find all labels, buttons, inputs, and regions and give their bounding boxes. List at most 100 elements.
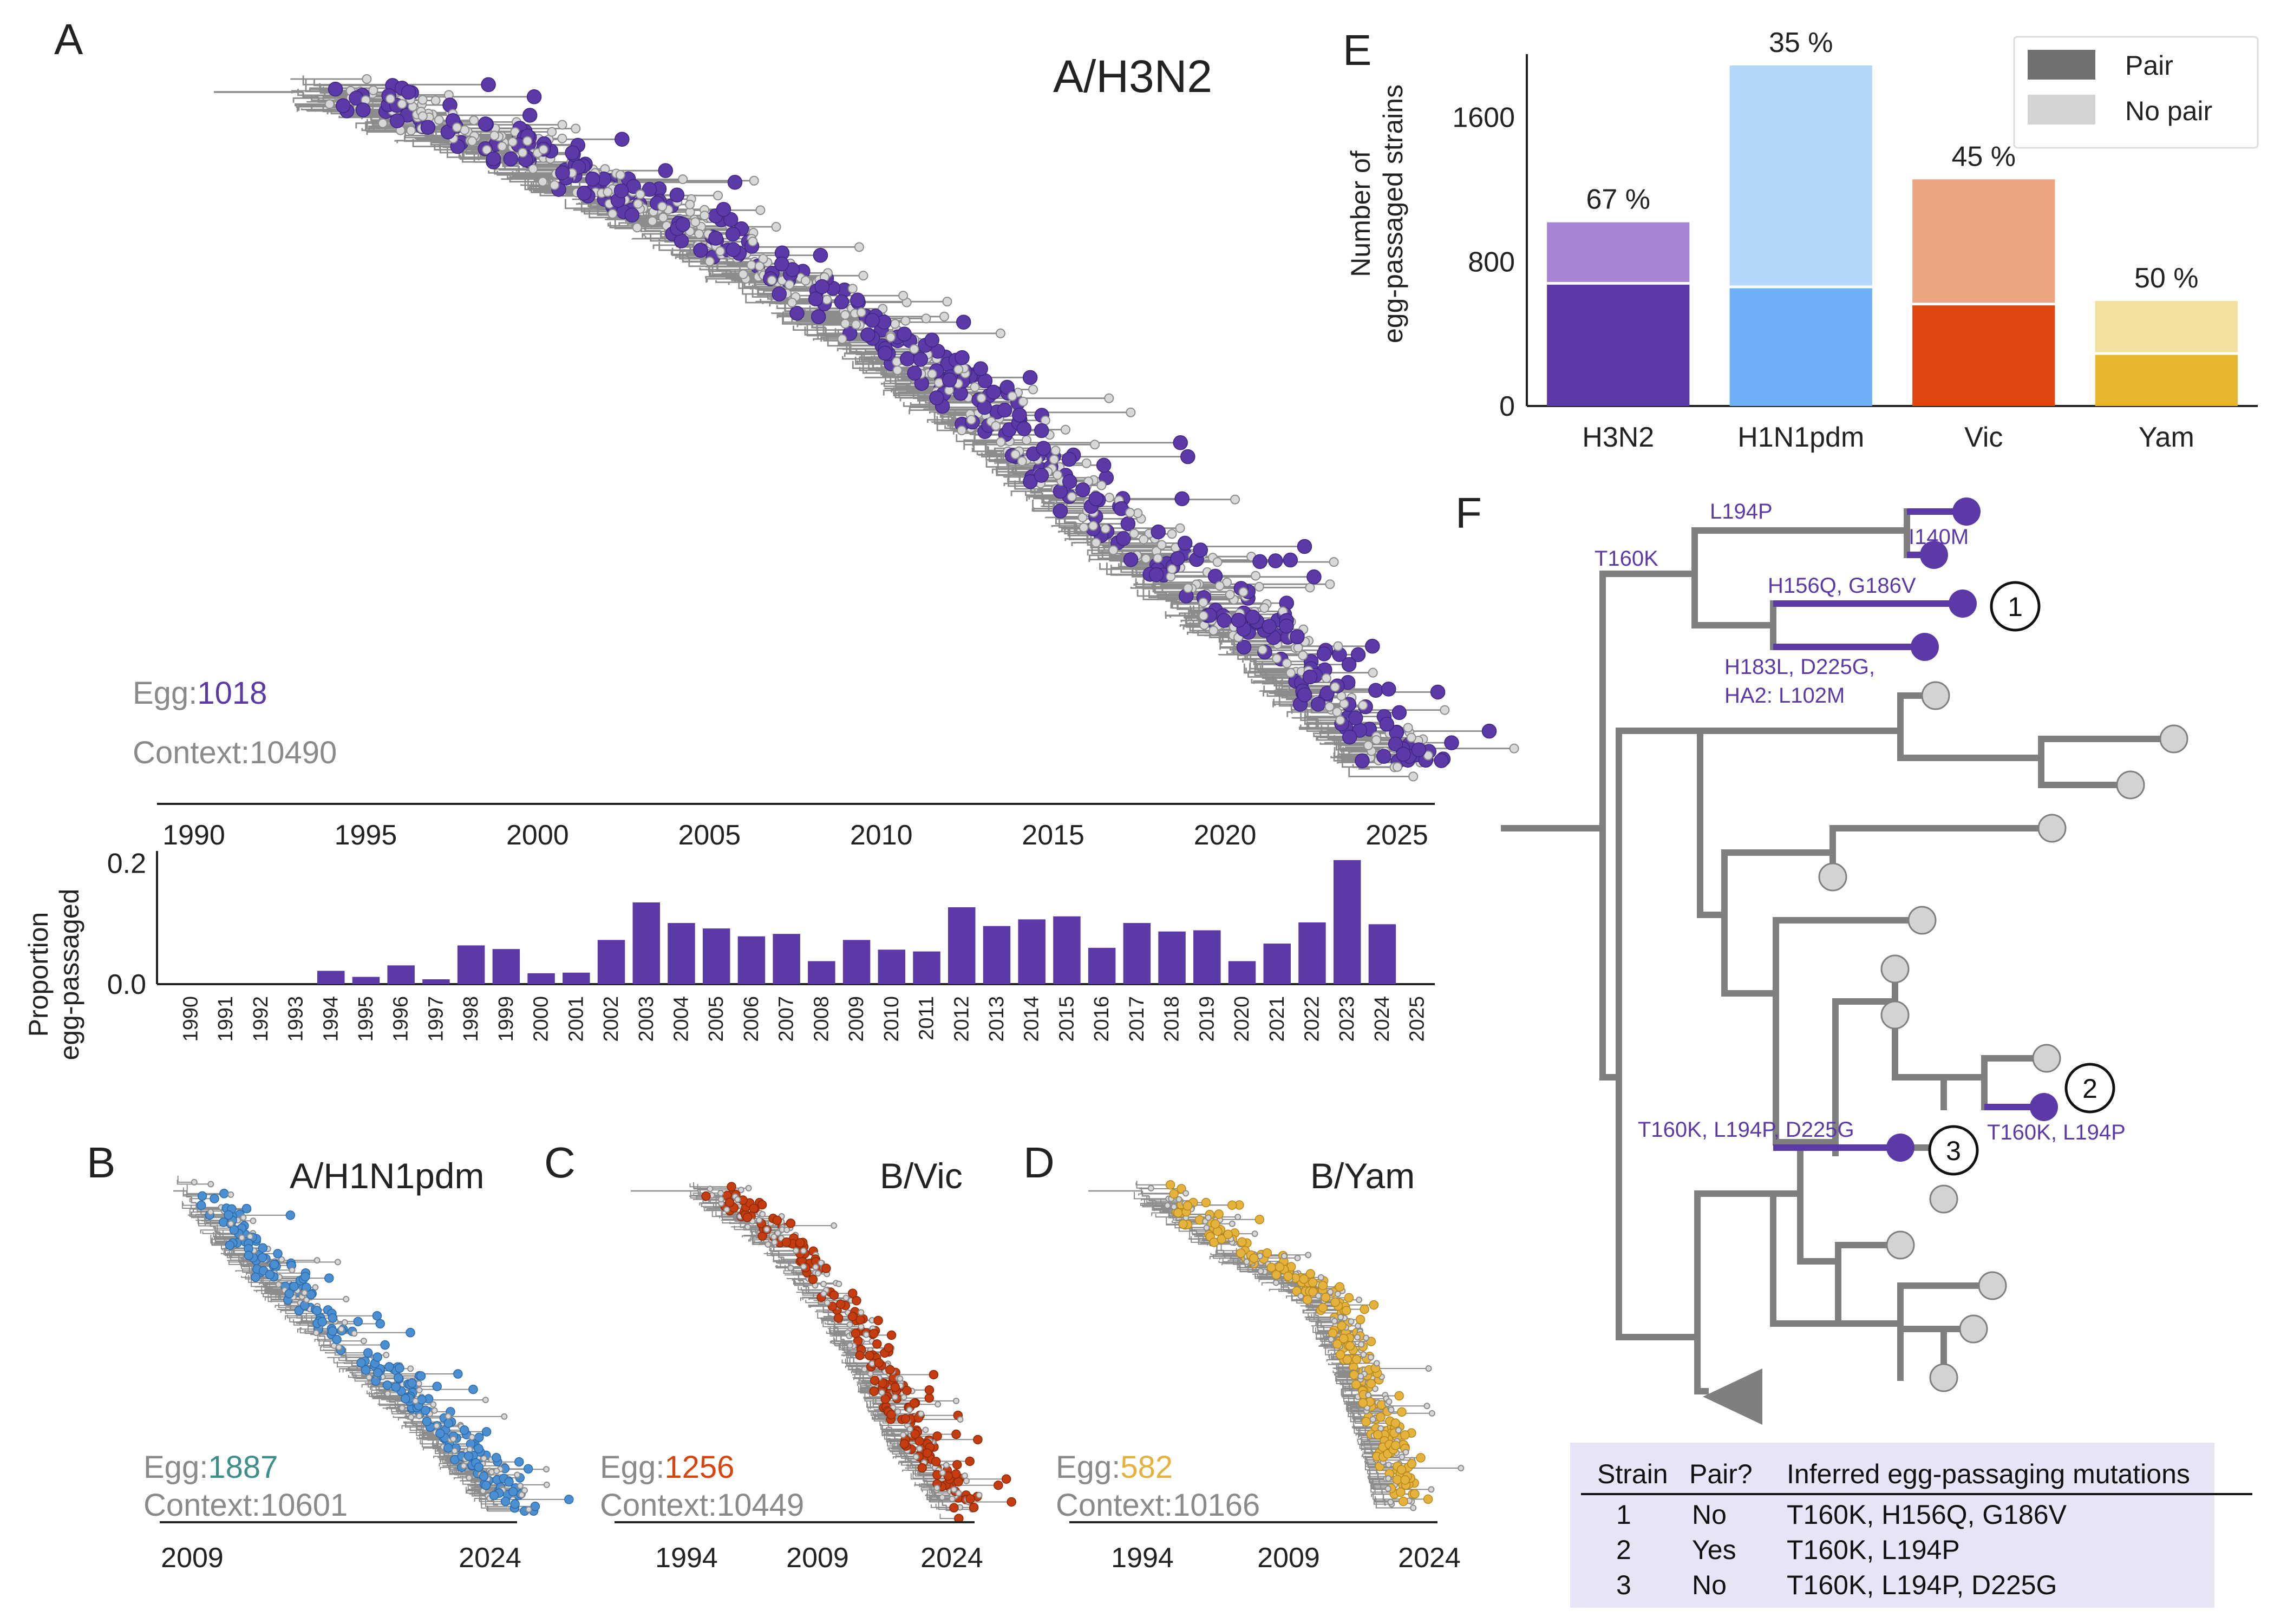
context-tip (943, 1462, 950, 1469)
mutation-label: L194P (1710, 500, 1773, 523)
egg-tip (432, 1381, 442, 1391)
context-tip (707, 1186, 714, 1193)
egg-tip (265, 1269, 275, 1280)
x-tick-label: 2000 (530, 996, 553, 1042)
x-tick-label: 2022 (1301, 996, 1323, 1042)
context-tip (961, 1472, 968, 1479)
context-tip (746, 260, 756, 270)
context-tip (1357, 1373, 1364, 1380)
tip-node (2032, 1044, 2061, 1073)
bar (913, 951, 940, 984)
egg-tip (500, 1496, 511, 1507)
panel-f: F (1455, 489, 2252, 1608)
egg-tip (1350, 647, 1366, 663)
context-tip (1090, 440, 1100, 450)
egg-tip (328, 1313, 338, 1323)
egg-tip (1390, 1418, 1401, 1428)
context-tip (1294, 1254, 1301, 1261)
context-tip (991, 421, 1001, 431)
x-tick-label: 2001 (565, 996, 587, 1042)
egg-tip (973, 1435, 983, 1445)
context-tip (466, 1446, 473, 1453)
table-header-pair: Pair? (1689, 1459, 1753, 1489)
context-tip (1272, 653, 1282, 664)
egg-tip (1308, 1287, 1318, 1297)
egg-tip (407, 1378, 417, 1388)
egg-tip (1214, 1209, 1224, 1219)
context-tip (1297, 1293, 1304, 1300)
egg-tip (273, 1249, 283, 1259)
egg-tip (401, 84, 416, 100)
context-tip (704, 256, 715, 266)
year-label-2024-b: 2024 (459, 1542, 521, 1574)
egg-tip (1381, 682, 1396, 697)
egg-tip (289, 1281, 299, 1292)
context-tip (1360, 1351, 1367, 1358)
egg-tip (997, 402, 1012, 418)
context-tip (1081, 458, 1092, 468)
egg-tip (1400, 1475, 1410, 1485)
x-tick-label: 2012 (950, 996, 973, 1042)
x-tick-label: 2006 (740, 996, 763, 1042)
x-tick-label: 1995 (355, 996, 377, 1042)
egg-count-value: 1018 (197, 676, 267, 711)
context-tip (861, 1366, 868, 1373)
bar-pair (2095, 353, 2238, 406)
context-tip (635, 189, 645, 199)
context-tip (934, 378, 944, 388)
context-tip (191, 1178, 198, 1186)
context-tip (417, 111, 428, 121)
context-tip (933, 1484, 940, 1491)
bar-pair (1912, 304, 2055, 406)
context-tip (207, 1208, 214, 1215)
context-count-label-d: Context:10166 (1056, 1488, 1260, 1523)
context-tip (1385, 1461, 1392, 1468)
context-tip (909, 344, 919, 354)
x-tick-label: 1994 (319, 996, 342, 1042)
x-tick-label: 2010 (880, 996, 903, 1042)
context-tip (700, 211, 710, 221)
context-tip (525, 1506, 532, 1513)
egg-tip (814, 279, 830, 294)
context-tip (1385, 1475, 1392, 1482)
panel-b: B A/H1N1pdm Egg:1887 Context:10601 2009 … (87, 1138, 574, 1574)
egg-tip (884, 1343, 894, 1353)
panel-letter-f: F (1455, 489, 1482, 537)
egg-label-text-b: Egg: (143, 1450, 208, 1485)
tree-side-branches (177, 1175, 569, 1512)
tree-axis-year-label: 2020 (1194, 820, 1257, 851)
tip-node (1907, 906, 1937, 935)
context-tip (1053, 470, 1063, 480)
context-tip (615, 170, 625, 180)
context-tip (1368, 667, 1378, 678)
context-tip (764, 1241, 772, 1248)
egg-count-label-b: Egg:1887 (143, 1450, 278, 1485)
bar (563, 972, 590, 984)
y-tick-label: 800 (1468, 246, 1515, 278)
context-tip (737, 1187, 744, 1194)
egg-tip (1361, 1417, 1371, 1427)
context-tip (1324, 702, 1335, 712)
tip-node (1929, 1184, 1958, 1214)
tree-time-axis-labels: 1990 1995 2000 2005 2010 2015 2020 2025 (162, 820, 1428, 851)
egg-tip (1391, 705, 1407, 721)
context-tip (607, 208, 618, 219)
context-tip (1156, 540, 1167, 550)
egg-tip (880, 1394, 890, 1404)
egg-tip (1342, 729, 1357, 745)
egg-tip (848, 1288, 858, 1298)
year-label-2024-d: 2024 (1398, 1542, 1461, 1574)
egg-tip (1231, 613, 1246, 628)
context-tip (1425, 1365, 1432, 1372)
bar (317, 971, 345, 984)
egg-tip (1302, 1295, 1312, 1305)
context-tip (900, 1431, 907, 1438)
x-tick-label: 2016 (1090, 996, 1113, 1042)
context-tip (818, 1259, 825, 1266)
context-tip (935, 1401, 942, 1408)
context-tip (996, 437, 1006, 447)
context-tip (1334, 1291, 1341, 1298)
egg-tip (504, 1477, 514, 1487)
egg-tip (1396, 1465, 1407, 1475)
context-tip (1018, 396, 1028, 407)
